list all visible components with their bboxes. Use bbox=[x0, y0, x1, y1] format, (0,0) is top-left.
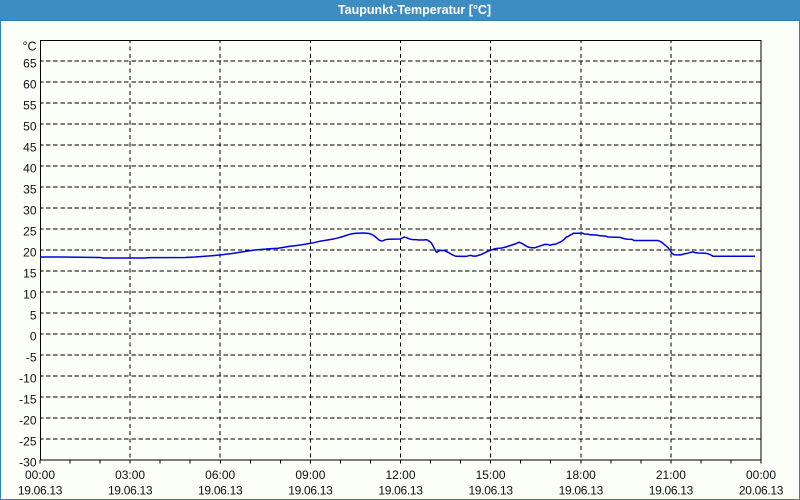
svg-text:-5: -5 bbox=[26, 351, 37, 365]
svg-text:20.06.13: 20.06.13 bbox=[739, 483, 784, 497]
svg-text:20: 20 bbox=[23, 246, 37, 260]
svg-text:19.06.13: 19.06.13 bbox=[108, 483, 153, 497]
svg-text:30: 30 bbox=[23, 204, 37, 218]
svg-text:45: 45 bbox=[23, 141, 37, 155]
svg-text:19.06.13: 19.06.13 bbox=[468, 483, 513, 497]
svg-text:25: 25 bbox=[23, 225, 37, 239]
svg-text:19.06.13: 19.06.13 bbox=[198, 483, 243, 497]
svg-text:09:00: 09:00 bbox=[295, 468, 325, 482]
svg-text:40: 40 bbox=[23, 162, 37, 176]
svg-text:65: 65 bbox=[23, 57, 37, 71]
svg-text:00:00: 00:00 bbox=[746, 468, 776, 482]
svg-text:-30: -30 bbox=[19, 456, 37, 470]
svg-text:19.06.13: 19.06.13 bbox=[18, 483, 63, 497]
svg-text:00:00: 00:00 bbox=[25, 468, 55, 482]
svg-text:12:00: 12:00 bbox=[385, 468, 415, 482]
svg-text:35: 35 bbox=[23, 183, 37, 197]
svg-text:10: 10 bbox=[23, 288, 37, 302]
svg-text:0: 0 bbox=[30, 330, 37, 344]
svg-text:03:00: 03:00 bbox=[115, 468, 145, 482]
svg-text:-15: -15 bbox=[19, 393, 37, 407]
svg-text:06:00: 06:00 bbox=[205, 468, 235, 482]
svg-text:18:00: 18:00 bbox=[566, 468, 596, 482]
svg-text:50: 50 bbox=[23, 120, 37, 134]
svg-text:21:00: 21:00 bbox=[656, 468, 686, 482]
svg-text:19.06.13: 19.06.13 bbox=[378, 483, 423, 497]
svg-text:15:00: 15:00 bbox=[476, 468, 506, 482]
svg-text:19.06.13: 19.06.13 bbox=[649, 483, 694, 497]
svg-text:°C: °C bbox=[22, 40, 36, 54]
svg-text:55: 55 bbox=[23, 99, 37, 113]
svg-text:19.06.13: 19.06.13 bbox=[288, 483, 333, 497]
svg-text:-25: -25 bbox=[19, 435, 37, 449]
svg-text:5: 5 bbox=[30, 309, 37, 323]
svg-text:19.06.13: 19.06.13 bbox=[559, 483, 604, 497]
svg-text:-10: -10 bbox=[19, 372, 37, 386]
svg-text:-20: -20 bbox=[19, 414, 37, 428]
svg-text:15: 15 bbox=[23, 267, 37, 281]
svg-text:60: 60 bbox=[23, 78, 37, 92]
